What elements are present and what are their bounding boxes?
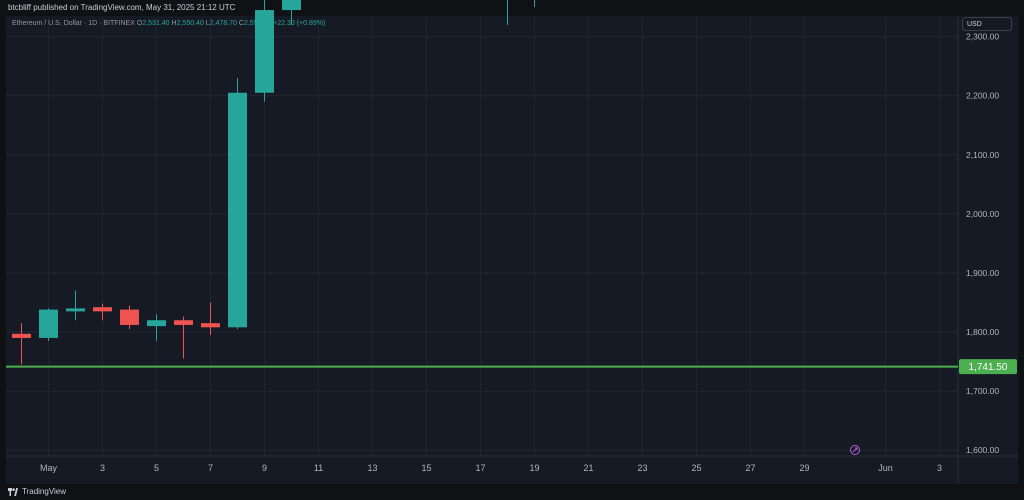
y-tick-label: 1,600.00 (966, 445, 999, 455)
chart-area[interactable] (6, 16, 1018, 484)
x-tick-label: May (40, 463, 58, 473)
x-tick-label: 13 (367, 463, 377, 473)
y-tick-label: 2,300.00 (966, 32, 999, 42)
x-tick-label: 21 (583, 463, 593, 473)
x-tick-label: 25 (691, 463, 701, 473)
high-label: H (171, 20, 177, 27)
y-tick-label: 1,700.00 (966, 386, 999, 396)
y-tick-label: 2,200.00 (966, 91, 999, 101)
currency-label: USD (967, 21, 982, 28)
y-tick-label: 1,900.00 (966, 268, 999, 278)
close-label: C (238, 20, 244, 27)
publisher-bar: btcbliff published on TradingView.com, M… (6, 0, 1018, 16)
candle-body (282, 0, 301, 11)
x-tick-label: 3 (100, 463, 105, 473)
candle-body (66, 308, 85, 312)
candle-body (174, 320, 193, 325)
tradingview-logo-icon (8, 487, 18, 496)
high-value: 2,550.40 (176, 20, 204, 27)
y-tick-label: 2,000.00 (966, 209, 999, 219)
x-tick-label: 19 (529, 463, 539, 473)
x-tick-label: 3 (937, 463, 942, 473)
candle-body (39, 309, 58, 338)
low-value: 2,478.70 (209, 20, 237, 27)
x-tick-label: 5 (154, 463, 159, 473)
symbol-name: Ethereum / U.S. Dollar · 1D · BITFINEX (12, 20, 135, 27)
low-label: L (205, 20, 210, 27)
open-value: 2,531.40 (142, 20, 170, 27)
support-tag-label: 1,741.50 (969, 362, 1008, 373)
publisher-text: btcbliff published on TradingView.com, M… (8, 3, 236, 12)
x-tick-label: 23 (637, 463, 647, 473)
candle-body (147, 320, 166, 327)
candle-body (120, 309, 139, 325)
x-tick-label: 17 (475, 463, 485, 473)
event-arrow-icon (852, 447, 858, 453)
open-label: O (136, 20, 143, 27)
footer-bar: TradingView (6, 484, 1018, 500)
candle-body (201, 323, 220, 328)
footer-brand: TradingView (22, 487, 67, 496)
x-tick-label: Jun (878, 463, 893, 473)
x-tick-label: 27 (745, 463, 755, 473)
x-tick-label: 29 (799, 463, 809, 473)
currency-selector[interactable]: USD (962, 17, 1012, 31)
candle-body (228, 92, 247, 328)
y-tick-label: 2,100.00 (966, 150, 999, 160)
close-value: 2,550.30 (243, 20, 272, 27)
candle-body (255, 10, 274, 93)
x-tick-label: 9 (262, 463, 267, 473)
change-value: +22.30 (+0.89%) (273, 20, 326, 27)
x-tick-label: 15 (421, 463, 431, 473)
x-tick-label: 7 (208, 463, 213, 473)
support-tag (959, 359, 1017, 375)
candle-body (12, 333, 31, 338)
event-marker-icon (850, 445, 860, 455)
y-tick-label: 1,800.00 (966, 327, 999, 337)
x-tick-label: 11 (314, 463, 323, 473)
candle-body (93, 307, 112, 312)
symbol-legend: Ethereum / U.S. Dollar · 1D · BITFINEX O… (12, 20, 325, 27)
